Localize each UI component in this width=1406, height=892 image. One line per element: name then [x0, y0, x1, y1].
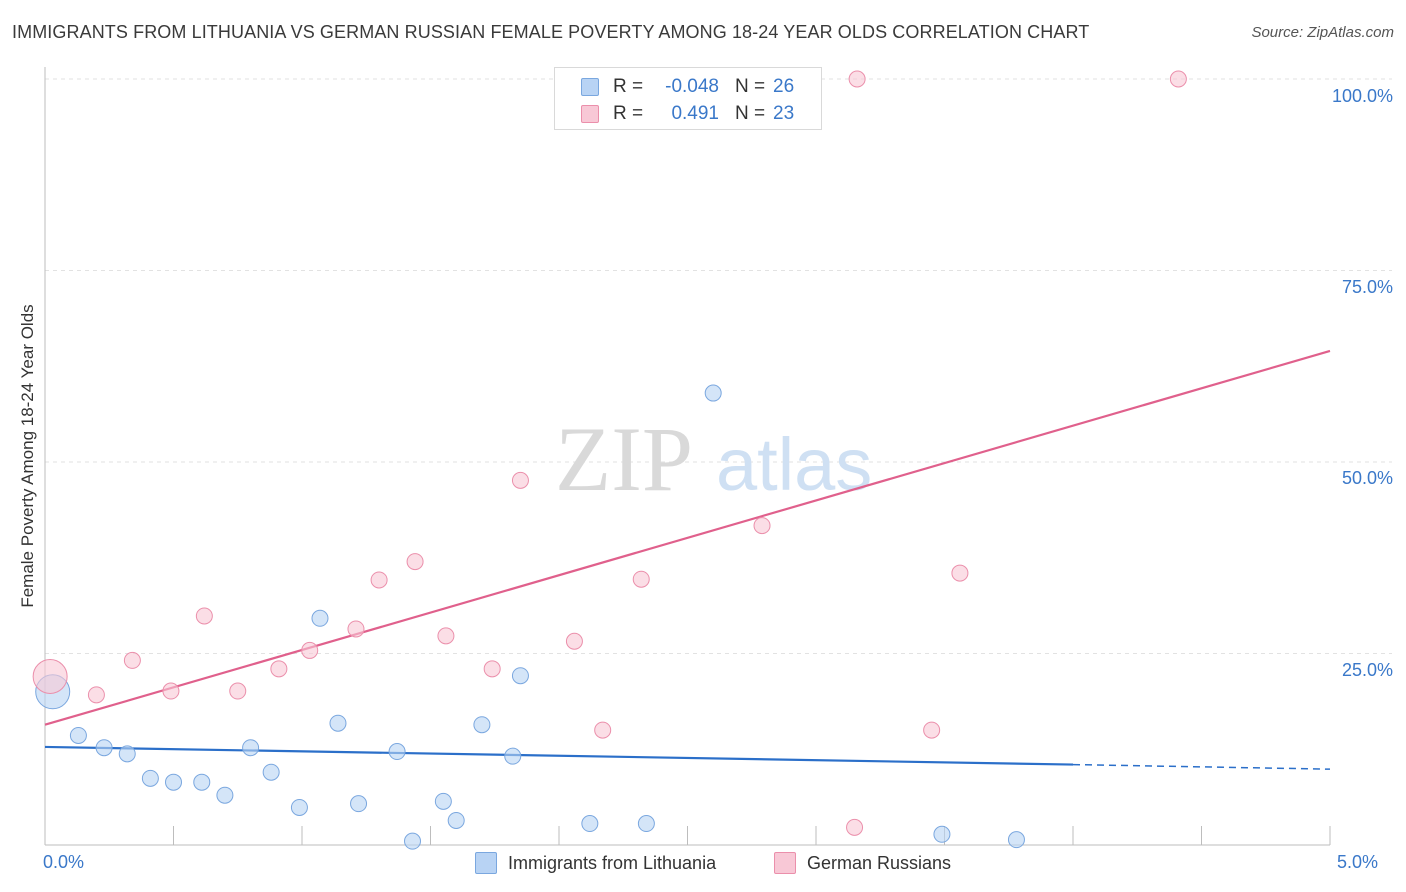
data-point-pink — [437, 627, 455, 645]
data-point-pink — [195, 607, 213, 625]
data-point-blue — [511, 667, 529, 685]
series-swatch-pink — [774, 852, 796, 874]
data-point-pink — [753, 517, 771, 535]
legend-n-label: N = — [735, 103, 766, 124]
data-point-blue — [933, 825, 951, 843]
data-point-blue — [290, 798, 308, 816]
data-point-blue — [311, 609, 329, 627]
trend-lines — [44, 349, 1331, 770]
data-point-pink — [229, 682, 247, 700]
data-point-blue — [504, 747, 522, 765]
data-point-blue — [704, 384, 722, 402]
data-point-pink — [632, 570, 650, 588]
data-point-pink — [270, 660, 288, 678]
y-axis-label: Female Poverty Among 18-24 Year Olds — [18, 304, 37, 608]
trend-line-pink — [44, 349, 1331, 726]
axes — [44, 67, 1331, 846]
data-point-pink — [1169, 70, 1187, 88]
correlation-legend: R = -0.048 N = 26 R = 0.491 N = 23 — [554, 67, 822, 130]
data-point-pink — [123, 651, 141, 669]
watermark-zip: ZIP — [555, 408, 693, 510]
y-tick-label: 50.0% — [1341, 468, 1393, 488]
data-point-blue — [350, 795, 368, 813]
data-point-pink — [162, 682, 180, 700]
legend-n-value: 23 — [773, 103, 795, 124]
data-point-pink — [370, 571, 388, 589]
trend-line-dashed-blue — [1072, 763, 1331, 770]
data-point-blue — [69, 726, 87, 744]
data-point-pink — [347, 620, 365, 638]
gridlines — [45, 78, 1392, 654]
legend-swatch-blue — [581, 78, 599, 96]
data-point-blue — [434, 792, 452, 810]
data-point-pink — [87, 686, 105, 704]
data-point-blue — [447, 811, 465, 829]
data-point-blue — [329, 714, 347, 732]
data-point-blue — [95, 739, 113, 757]
data-point-blue — [216, 786, 234, 804]
watermark-atlas: atlas — [716, 423, 872, 506]
trend-line-blue — [44, 745, 1074, 766]
y-tick-label: 25.0% — [1341, 660, 1393, 680]
x-tick-label-max: 5.0% — [1337, 852, 1379, 872]
data-point-pink — [565, 632, 583, 650]
data-point-blue — [118, 745, 136, 763]
legend-r-value: -0.048 — [665, 76, 719, 97]
data-point-blue — [404, 832, 422, 850]
x-tick-label-min: 0.0% — [43, 852, 85, 872]
data-point-pink — [32, 658, 68, 694]
data-point-pink — [301, 641, 319, 659]
data-point-pink — [848, 70, 866, 88]
series-legend-label: German Russians — [807, 853, 952, 873]
legend-n-label: N = — [735, 76, 766, 97]
y-tick-label: 100.0% — [1331, 86, 1393, 106]
legend-r-value: 0.491 — [671, 103, 719, 124]
data-point-pink — [923, 721, 941, 739]
data-point-blue — [637, 815, 655, 833]
watermark: ZIP atlas — [555, 408, 872, 510]
data-points — [32, 70, 1187, 850]
data-point-blue — [141, 769, 159, 787]
legend-swatch-pink — [581, 105, 599, 123]
data-point-blue — [473, 716, 491, 734]
data-point-pink — [951, 564, 969, 582]
data-point-blue — [581, 815, 599, 833]
data-point-blue — [1007, 831, 1025, 849]
series-swatch-blue — [475, 852, 497, 874]
source-label: Source: ZipAtlas.com — [1251, 24, 1394, 41]
y-tick-label: 75.0% — [1341, 277, 1393, 297]
data-point-blue — [193, 773, 211, 791]
data-point-pink — [511, 471, 529, 489]
data-point-blue — [165, 773, 182, 791]
data-point-pink — [846, 818, 864, 836]
data-point-blue — [388, 743, 406, 761]
data-point-pink — [594, 721, 612, 739]
series-legend-label: Immigrants from Lithuania — [508, 853, 717, 873]
data-point-pink — [406, 553, 424, 571]
data-point-blue — [242, 739, 260, 757]
legend-r-label: R = — [613, 76, 644, 97]
data-point-pink — [483, 660, 501, 678]
data-point-blue — [262, 763, 280, 781]
chart-title: IMMIGRANTS FROM LITHUANIA VS GERMAN RUSS… — [12, 22, 1090, 42]
legend-r-label: R = — [613, 103, 644, 124]
legend-n-value: 26 — [773, 76, 795, 97]
